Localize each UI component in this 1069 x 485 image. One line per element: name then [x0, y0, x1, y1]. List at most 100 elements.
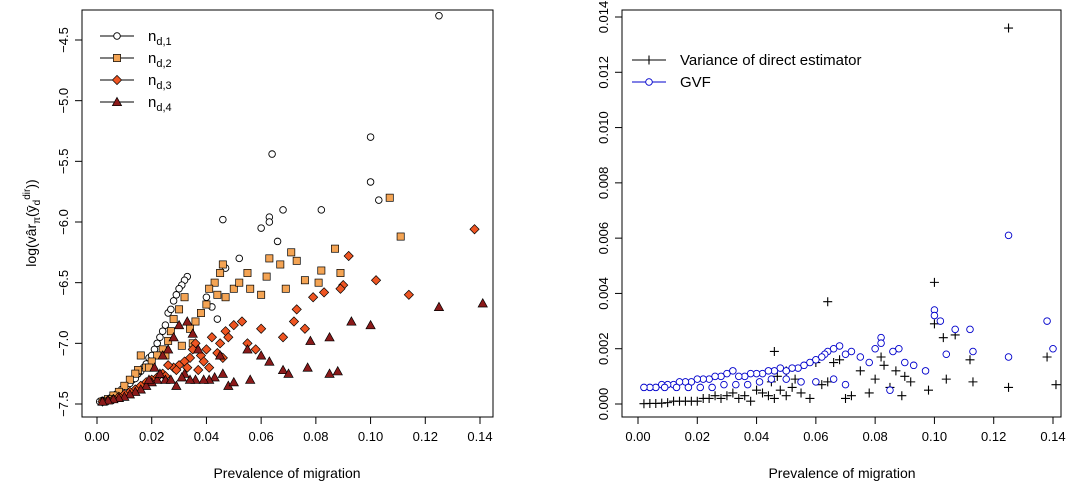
right-series-2-point: [782, 375, 790, 383]
left-series-3-point: [215, 338, 226, 349]
right-series-2-point: [735, 372, 743, 381]
left-legend-label-2: nd,2: [148, 50, 172, 70]
left-series-2-point: [191, 317, 200, 326]
left-series-2-point: [136, 351, 145, 360]
left-series-4-point: [346, 316, 357, 326]
right-y-tick-label: 0.000: [596, 388, 611, 421]
right-series-2-point: [1004, 353, 1013, 361]
right-axes: 0.00 0.02 0.04 0.06 0.08 0.10 0.12 0.14 0.000 0.0…: [596, 1, 1066, 444]
left-series-2-point: [166, 327, 175, 336]
right-series-1-point: [1004, 382, 1014, 392]
left-series-4-point: [433, 301, 445, 311]
right-series-2-point: [729, 367, 737, 375]
left-legend-marker-3: [111, 74, 123, 86]
right-series-2-point: [684, 383, 693, 392]
right-series-1-point: [775, 385, 785, 395]
legend-subscript-text: d,1: [156, 36, 171, 48]
left-series-3-point: [403, 289, 414, 300]
right-series-2-point: [942, 350, 951, 358]
left-series-2-point: [205, 284, 214, 293]
left-series-4-point: [302, 362, 313, 372]
right-series-1-point: [891, 366, 901, 376]
left-series-4-point: [157, 350, 168, 360]
right-y-tick-label: 0.010: [596, 111, 611, 144]
left-axes: 0.00 0.02 0.04 0.06 0.08 0.10 0.12 0.14 −7.5 −7.0…: [56, 27, 493, 444]
right-series-2-point: [886, 386, 894, 394]
left-legend-marker-2: [113, 54, 121, 62]
left-series-3-point: [201, 344, 212, 355]
left-series-1-point: [158, 327, 167, 335]
left-series-3-point: [335, 283, 346, 294]
left-series-1-point: [273, 237, 282, 246]
right-series-1-point: [823, 297, 833, 307]
left-points: [95, 11, 488, 407]
right-series-1-point: [965, 355, 975, 365]
right-series-1-point: [728, 388, 738, 398]
left-series-1-point: [153, 339, 161, 348]
left-series-2-point: [246, 284, 255, 293]
left-series-1-point: [202, 293, 211, 301]
right-series-1-point: [763, 391, 773, 401]
right-series-2-point: [693, 375, 702, 383]
left-series-3-point: [184, 352, 196, 363]
left-series-2-point: [216, 269, 225, 277]
left-x-tick-label: 0.14: [467, 429, 492, 444]
left-series-4-point: [228, 376, 239, 387]
right-series-2-point: [755, 378, 764, 386]
left-series-2-point: [281, 284, 290, 293]
left-series-3-point: [299, 323, 311, 334]
right-series-2-point: [818, 353, 826, 361]
left-series-4-point: [365, 319, 376, 330]
left-series-3-point: [204, 362, 215, 373]
right-legend: Variance of direct estimator GVF: [632, 52, 861, 91]
right-series-1-point: [1051, 380, 1061, 390]
left-series-1-point: [317, 206, 326, 214]
ylabel-hat-a: â: [23, 228, 39, 236]
left-series-4-point: [324, 368, 335, 378]
right-y-tick-label: 0.012: [596, 56, 611, 89]
right-series-2-point: [746, 369, 755, 378]
left-series-4-point: [162, 344, 174, 354]
right-series-1-point: [769, 346, 779, 356]
left-series-4-point: [305, 335, 316, 345]
left-x-axis-label: Prevalence of migration: [213, 465, 360, 481]
left-series-3-point: [256, 323, 267, 334]
right-series-2-point: [841, 380, 850, 389]
right-series-1-point: [722, 391, 732, 401]
left-series-2-point: [197, 309, 205, 317]
right-x-tick-label: 0.00: [625, 429, 650, 444]
left-series-1-point: [169, 297, 178, 305]
left-series-1-point: [366, 133, 375, 141]
right-series-2-point: [812, 356, 820, 364]
right-series-2-point: [921, 367, 930, 375]
left-series-2-point: [218, 260, 227, 269]
right-series-2-point: [720, 380, 728, 389]
right-series-2-point: [812, 378, 820, 386]
left-legend: nd,1nd,2nd,3nd,4: [100, 28, 172, 114]
legend-main-text: n: [148, 50, 156, 67]
right-series-2-point: [1043, 317, 1051, 325]
right-x-tick-label: 0.02: [685, 429, 710, 444]
left-y-tick-label: −5.5: [56, 148, 71, 174]
left-series-1-point: [172, 291, 181, 299]
right-series-1-point: [796, 388, 806, 398]
right-series-1-point: [929, 319, 939, 329]
right-plot-frame: [621, 9, 1062, 418]
left-series-3-point: [171, 364, 182, 376]
right-series-1-point: [841, 393, 850, 403]
left-series-2-point: [300, 276, 309, 285]
left-series-1-point: [435, 11, 443, 20]
left-series-1-point: [257, 224, 265, 232]
left-series-4-point: [332, 365, 343, 376]
left-series-4-point: [130, 386, 141, 396]
left-series-2-point: [177, 341, 186, 350]
left-x-tick-label: 0.02: [139, 429, 164, 444]
left-series-1-point: [175, 284, 183, 293]
left-series-3-point: [206, 332, 217, 343]
left-series-2-point: [287, 248, 296, 257]
right-series-1-point: [906, 377, 916, 387]
right-series-1-point: [876, 352, 886, 362]
left-series-4-point: [97, 396, 108, 406]
left-series-3-point: [228, 320, 239, 331]
legend-main-text: n: [148, 28, 156, 45]
